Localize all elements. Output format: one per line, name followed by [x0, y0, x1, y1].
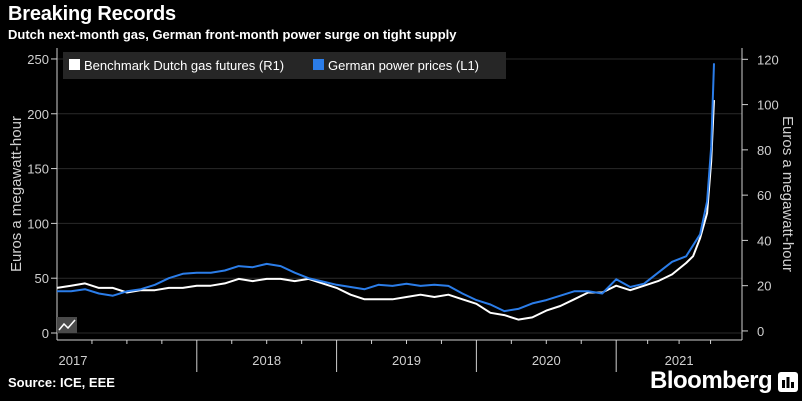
left-tick-label: 100	[27, 216, 49, 231]
right-tick-label: 0	[757, 324, 764, 339]
series-line-german-power	[57, 63, 715, 313]
right-tick-label: 60	[757, 188, 771, 203]
legend-item-power-swatch	[313, 59, 324, 70]
legend-item-gas-label: Benchmark Dutch gas futures (R1)	[84, 58, 284, 73]
series-layer	[56, 63, 715, 321]
left-tick-label: 250	[27, 52, 49, 67]
year-label: 2021	[665, 353, 694, 368]
right-tick-label: 20	[757, 279, 771, 294]
right-tick-label: 40	[757, 233, 771, 248]
year-label: 2020	[532, 353, 561, 368]
left-tick-label: 0	[42, 326, 49, 341]
chart-title: Breaking Records	[8, 3, 176, 25]
bloomberg-terminal-icon	[778, 372, 798, 392]
bloomberg-logo: Bloomberg	[650, 367, 773, 394]
legend: Benchmark Dutch gas futures (R1) German p…	[63, 52, 506, 79]
left-tick-label: 200	[27, 107, 49, 122]
source-note: Source: ICE, EEE	[8, 375, 115, 390]
legend-item-power-label: German power prices (L1)	[328, 58, 479, 73]
chart-type-icon	[57, 317, 77, 333]
grid-layer	[57, 58, 742, 334]
left-tick-label: 150	[27, 162, 49, 177]
right-tick-label: 120	[757, 52, 779, 67]
year-label: 2018	[252, 353, 281, 368]
year-label: 2017	[59, 353, 88, 368]
axis-layer: 0 50 100 150 200 250 0 20 40 60 80 100 120 2017 2018 20…	[8, 48, 796, 372]
right-axis-title: Euros a megawatt-hour	[779, 116, 796, 272]
series-line-dutch-gas	[56, 100, 715, 321]
right-tick-label: 80	[757, 143, 771, 158]
left-tick-label: 50	[35, 271, 49, 286]
legend-item-gas-swatch	[69, 59, 80, 70]
year-label: 2019	[392, 353, 421, 368]
legend-box	[63, 52, 506, 79]
right-tick-label: 100	[757, 98, 779, 113]
chart-subtitle: Dutch next-month gas, German front-month…	[8, 27, 457, 42]
left-axis-title: Euros a megawatt-hour	[8, 116, 25, 272]
